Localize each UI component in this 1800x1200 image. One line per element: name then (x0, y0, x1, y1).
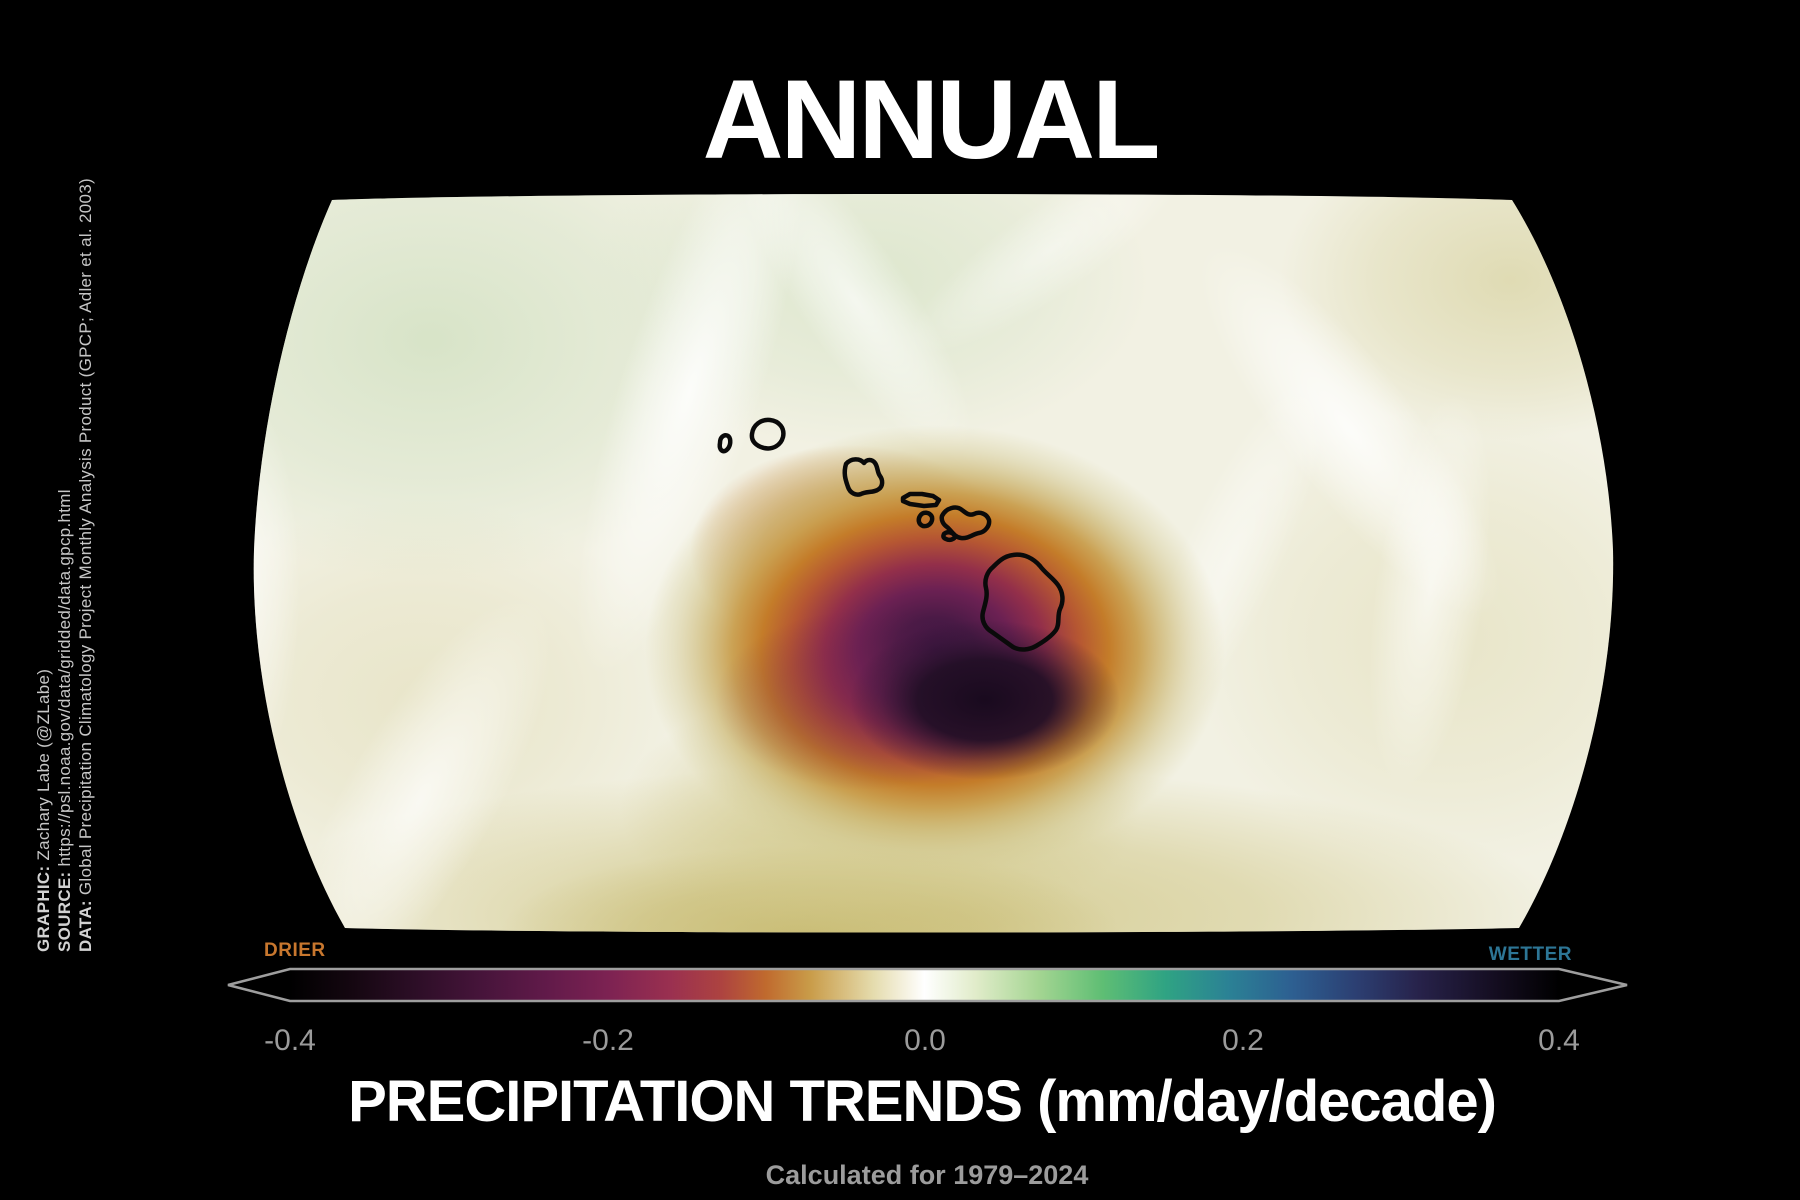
colorbar-tick: 0.4 (1538, 1024, 1580, 1057)
colorbar-tick: -0.4 (264, 1024, 316, 1057)
hawaii-islands-outline (717, 417, 1065, 652)
island-hawaii (980, 552, 1065, 652)
island-maui (939, 505, 992, 541)
credit-data-label: DATA: (76, 900, 95, 952)
credit-graphic-value: Zachary Labe (@ZLabe) (34, 668, 53, 866)
island-niihau (717, 433, 733, 454)
credit-data-value: Global Precipitation Climatology Project… (76, 178, 95, 901)
credit-source: SOURCE: https://psl.noaa.gov/data/gridde… (55, 489, 75, 952)
island-molokai (900, 491, 942, 509)
map-field (253, 194, 1614, 933)
colorbar-tick: 0.0 (904, 1024, 946, 1057)
colorbar-title: PRECIPITATION TRENDS (mm/day/decade) (348, 1069, 1497, 1134)
colorbar (227, 967, 1628, 1003)
island-lanai (916, 510, 935, 529)
credit-source-value: https://psl.noaa.gov/data/gridded/data.g… (55, 489, 74, 872)
colorbar-tick: 0.2 (1222, 1024, 1264, 1057)
colorbar-tick: -0.2 (582, 1024, 634, 1057)
colorbar-drier-label: DRIER (264, 940, 326, 961)
calculation-period-note: Calculated for 1979–2024 (765, 1160, 1089, 1190)
page-title: ANNUAL (702, 57, 1161, 182)
colorbar-arrow-bar (227, 967, 1628, 1003)
island-kahoolawe (941, 530, 958, 543)
credit-data: DATA: Global Precipitation Climatology P… (76, 178, 96, 952)
credit-graphic: GRAPHIC: Zachary Labe (@ZLabe) (34, 669, 54, 952)
credit-source-label: SOURCE: (55, 871, 74, 953)
island-kauai (749, 417, 786, 451)
colorbar-wetter-label: WETTER (1488, 944, 1572, 965)
credit-graphic-label: GRAPHIC: (34, 865, 53, 952)
island-oahu (842, 457, 885, 497)
